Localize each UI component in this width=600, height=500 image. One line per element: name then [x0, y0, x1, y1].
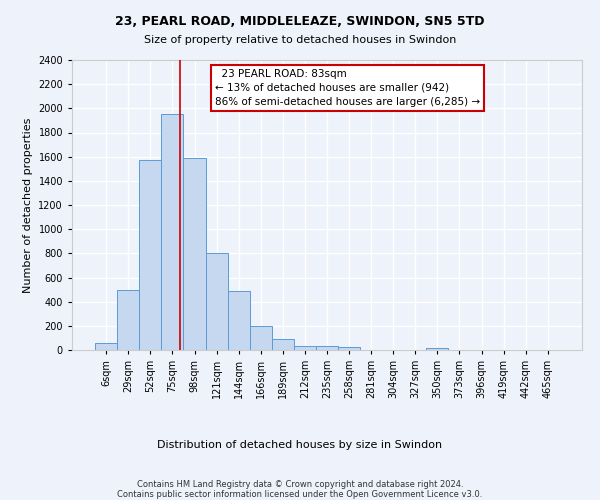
Text: Size of property relative to detached houses in Swindon: Size of property relative to detached ho…: [144, 35, 456, 45]
Text: 23, PEARL ROAD, MIDDLELEAZE, SWINDON, SN5 5TD: 23, PEARL ROAD, MIDDLELEAZE, SWINDON, SN…: [115, 15, 485, 28]
Bar: [117, 290, 139, 350]
Bar: [161, 114, 184, 350]
Text: Contains HM Land Registry data © Crown copyright and database right 2024.
Contai: Contains HM Land Registry data © Crown c…: [118, 480, 482, 500]
Bar: [272, 339, 294, 350]
Y-axis label: Number of detached properties: Number of detached properties: [23, 118, 32, 292]
Bar: [184, 158, 206, 350]
Bar: [316, 346, 338, 350]
Bar: [338, 347, 360, 350]
Bar: [206, 254, 227, 350]
Bar: [227, 292, 250, 350]
Bar: [294, 346, 316, 350]
Text: Distribution of detached houses by size in Swindon: Distribution of detached houses by size …: [157, 440, 443, 450]
Bar: [95, 344, 117, 350]
Bar: [250, 326, 272, 350]
Bar: [139, 160, 161, 350]
Bar: [427, 348, 448, 350]
Text: 23 PEARL ROAD: 83sqm  
← 13% of detached houses are smaller (942)
86% of semi-de: 23 PEARL ROAD: 83sqm ← 13% of detached h…: [215, 68, 480, 106]
